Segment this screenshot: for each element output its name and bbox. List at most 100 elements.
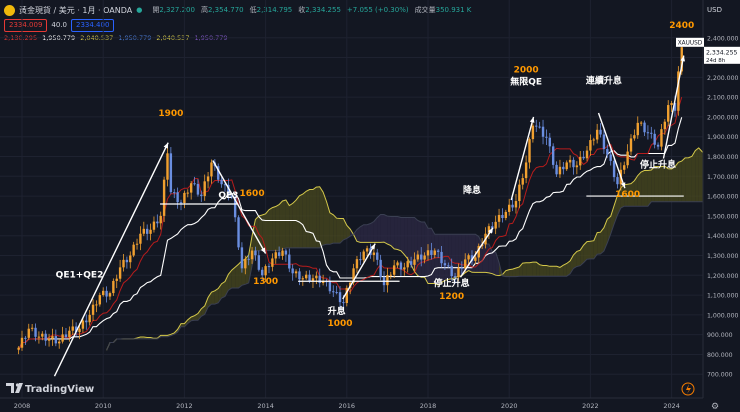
ichimoku-cloud-segment — [380, 214, 385, 243]
candle-body — [105, 290, 108, 297]
symbol-title[interactable]: 黃金現貨 / 美元 · 1月 · OANDA — [19, 5, 133, 15]
candle-body — [585, 150, 589, 159]
candle-body — [149, 229, 152, 234]
candle-body — [162, 179, 166, 216]
candle-body — [338, 292, 342, 303]
candle-body — [91, 304, 95, 315]
annotation-label: 停止升息 — [640, 158, 676, 170]
ichimoku-cloud-segment — [275, 204, 280, 251]
candle-body — [399, 262, 403, 270]
candle-body — [403, 267, 406, 270]
buy-button[interactable]: 2334.400 — [71, 18, 115, 32]
candle-body — [288, 254, 291, 269]
candle-body — [169, 153, 173, 193]
gear-icon[interactable]: ⚙ — [711, 402, 719, 412]
leading-span-b-line — [106, 186, 740, 351]
ichimoku-cloud-segment — [340, 218, 344, 244]
candle-body — [436, 250, 440, 252]
ichimoku-cloud-segment — [326, 201, 330, 245]
candle-body — [298, 271, 301, 280]
ohlc-item: +7.055 (+0.30%) — [347, 6, 409, 14]
candle-body — [328, 281, 332, 292]
trend-arrow-line — [459, 227, 494, 278]
candle-body — [335, 292, 338, 294]
candle-body — [470, 255, 474, 261]
candle-body — [281, 250, 284, 256]
ichimoku-cloud-segment — [441, 234, 445, 283]
ichimoku-cloud-segment — [556, 266, 560, 277]
candle-body — [257, 255, 261, 270]
price-tick-label: 900.000 — [707, 332, 733, 339]
candle-body — [183, 192, 186, 204]
tradingview-logo-dot — [15, 383, 20, 387]
candle-body — [186, 192, 189, 194]
candle-body — [477, 245, 480, 258]
ichimoku-cloud-segment — [492, 251, 496, 276]
candle-body — [142, 228, 145, 234]
price-tick-label: 1,100.000 — [707, 293, 739, 300]
price-tick-label: 2,200.000 — [707, 75, 739, 82]
candle-body — [623, 165, 626, 170]
candle-body — [200, 194, 203, 197]
ichimoku-cloud-segment — [262, 213, 266, 251]
gold-logo-icon — [4, 4, 15, 16]
ichimoku-cloud-segment — [590, 240, 594, 259]
ohlc-key: 低 — [249, 6, 257, 14]
candle-body — [653, 133, 656, 145]
ichimoku-cloud-segment — [377, 214, 381, 243]
candle-body — [453, 276, 457, 278]
candle-body — [318, 275, 321, 283]
ichimoku-cloud-segment — [248, 235, 253, 283]
time-tick-label: 2010 — [95, 402, 112, 410]
ichimoku-cloud-segment — [522, 262, 527, 277]
ichimoku-cloud-segment — [587, 241, 591, 260]
trend-arrow-head — [680, 55, 686, 62]
candle-body — [193, 183, 196, 185]
ichimoku-cloud-segment — [485, 244, 489, 273]
candle-body — [267, 266, 271, 268]
candle-body — [494, 221, 497, 229]
leading-span-a-line — [106, 147, 740, 351]
price-tick-label: 800.000 — [707, 352, 733, 359]
price-tick-label: 1,900.000 — [707, 134, 739, 141]
ichimoku-cloud-segment — [211, 290, 215, 305]
candle-body — [606, 149, 609, 155]
trend-arrow-line — [53, 142, 169, 377]
candle-body — [115, 278, 118, 281]
candle-body — [122, 259, 125, 268]
ichimoku-cloud-segment — [543, 265, 547, 277]
candle-body — [511, 204, 514, 208]
ichimoku-cloud-segment — [607, 216, 611, 243]
ichimoku-cloud-segment — [641, 170, 645, 207]
candle-body — [636, 122, 639, 136]
candle-body — [342, 302, 345, 304]
ichimoku-cloud-segment — [268, 207, 273, 251]
bar-countdown: 24d 8h — [706, 58, 726, 64]
candle-body — [233, 197, 237, 218]
candle-body — [125, 259, 129, 263]
candle-body — [396, 262, 399, 266]
candle-body — [457, 267, 460, 278]
candle-body — [61, 334, 64, 342]
candle-body — [433, 250, 436, 255]
candle-body — [541, 126, 545, 137]
ichimoku-cloud-segment — [367, 223, 371, 243]
time-tick-label: 2020 — [501, 402, 518, 410]
ichimoku-cloud-segment — [512, 268, 516, 277]
trend-arrow-head — [620, 182, 626, 189]
ichimoku-cloud-segment — [231, 267, 236, 288]
ichimoku-cloud-segment — [455, 234, 459, 278]
ichimoku-cloud-segment — [428, 228, 432, 284]
candle-body — [521, 178, 524, 185]
ichimoku-cloud-segment — [624, 184, 628, 207]
ichimoku-cloud-segment — [390, 216, 395, 249]
sell-button[interactable]: 2334.009 — [4, 18, 48, 32]
candle-body — [450, 265, 453, 277]
ichimoku-cloud-segment — [438, 234, 442, 286]
candle-body — [660, 129, 663, 147]
lightning-icon — [681, 382, 695, 396]
price-tick-label: 1,800.000 — [707, 154, 739, 161]
candle-body — [37, 336, 41, 338]
candle-body — [102, 290, 105, 296]
